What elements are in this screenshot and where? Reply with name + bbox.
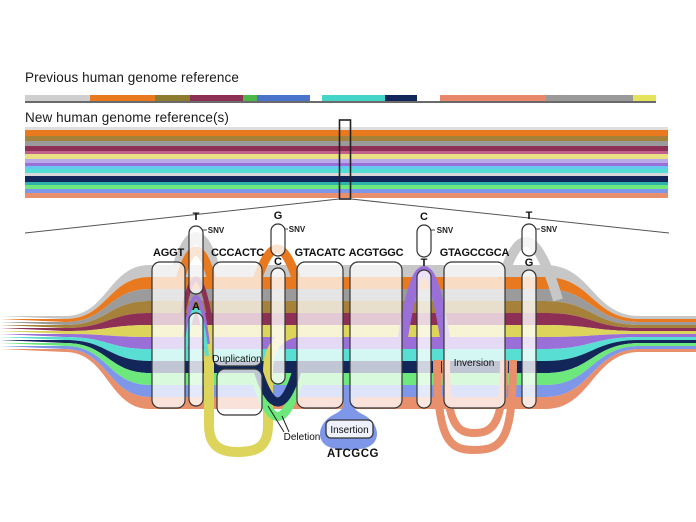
deletion-pointer-lines — [267, 405, 290, 433]
inversion-label: Inversion — [454, 358, 495, 369]
snv-label-2: SNV — [289, 225, 306, 234]
allele-t2: T — [421, 257, 428, 269]
snv-label-1: SNV — [208, 226, 225, 235]
zoom-expansion-line-right — [350, 198, 670, 234]
capsule-snv-c — [416, 224, 432, 258]
reference-segment — [90, 95, 155, 102]
capsule-g — [521, 269, 537, 409]
haplotype-stripe — [25, 193, 668, 198]
haplotype-stripe — [25, 173, 668, 176]
zoom-expansion-line-left — [24, 198, 340, 234]
allele-a: A — [192, 301, 200, 313]
capsule-t — [416, 269, 432, 409]
capsule-snv-t2 — [521, 223, 537, 257]
node-duplication-copy — [216, 368, 263, 416]
snv-arc-purple — [182, 295, 210, 345]
new-reference-band — [25, 127, 668, 198]
insertion-sequence: ATCGCG — [327, 448, 379, 460]
reference-segment — [633, 95, 656, 102]
reference-segment — [440, 95, 546, 102]
node-acgtggc — [349, 261, 403, 409]
reference-segment — [385, 95, 417, 102]
capsule-c — [270, 267, 286, 385]
haplotype-stripe — [25, 154, 668, 159]
reference-segment — [243, 95, 257, 102]
haplotype-stripe — [25, 182, 668, 185]
haplotype-stripe — [25, 163, 668, 166]
reference-segment — [322, 95, 385, 102]
haplotype-stripe — [25, 130, 668, 136]
allele-t3: T — [526, 210, 533, 222]
previous-reference-title: Previous human genome reference — [25, 70, 239, 85]
capsule-a — [188, 312, 204, 407]
allele-capsules — [188, 223, 537, 409]
allele-g: G — [274, 210, 283, 222]
haplotype-stripe — [25, 176, 668, 182]
node-label-acgtggc: ACGTGGC — [349, 247, 404, 259]
haplotype-stripe — [25, 185, 668, 189]
node-cccactc — [212, 261, 263, 367]
node-label-aggt: AGGT — [153, 247, 184, 259]
reference-segment — [190, 95, 243, 102]
inversion-loop-outer — [433, 359, 517, 455]
previous-reference-bar — [25, 95, 656, 102]
allele-c: C — [274, 256, 282, 268]
graph-nodes — [151, 261, 506, 416]
node-label-gtacatc: GTACATC — [295, 247, 346, 259]
capsule-snv-g — [270, 223, 286, 257]
snv-label-3: SNV — [437, 226, 454, 235]
snv-arc-turquoise — [183, 307, 209, 357]
allele-g2: G — [525, 257, 534, 269]
node-gtagccgca — [443, 261, 506, 409]
node-aggt — [151, 261, 186, 409]
node-gtacatc — [296, 261, 344, 409]
haplotype-ribbon — [0, 265, 696, 319]
reference-segment — [546, 95, 633, 102]
haplotype-stripe — [25, 189, 668, 193]
snv-callout-lines — [203, 228, 540, 231]
deletion-label: Deletion — [284, 432, 321, 443]
allele-c2: C — [420, 211, 428, 223]
haplotype-stripe — [25, 151, 668, 154]
haplotype-stripe — [25, 159, 668, 163]
snv-label-4: SNV — [541, 225, 558, 234]
reference-segment — [25, 95, 90, 102]
insertion-label: Insertion — [330, 425, 368, 436]
node-label-gtagccgca: GTAGCCGCA — [440, 247, 510, 259]
haplotype-stripe — [25, 146, 668, 151]
haplotype-stripe — [25, 166, 668, 169]
reference-segment — [155, 95, 190, 102]
haplotype-stripe — [25, 169, 668, 173]
new-reference-title: New human genome reference(s) — [25, 110, 229, 125]
insertion-label-box — [325, 419, 374, 439]
node-label-cccactc: CCCACTC — [211, 247, 264, 259]
haplotype-stripe — [25, 136, 668, 141]
allele-t: T — [193, 211, 200, 223]
haplotype-stripe — [25, 127, 668, 130]
graph-labels: AGGT CCCACTC GTACATC ACGTGGC GTAGCCGCA T… — [153, 210, 558, 460]
previous-reference-baseline — [25, 101, 656, 103]
capsule-snv-t — [188, 225, 204, 295]
duplication-label: Duplication — [212, 354, 261, 365]
zoom-region-indicator — [338, 119, 352, 200]
reference-segment — [257, 95, 310, 102]
haplotype-stripe — [25, 141, 668, 146]
